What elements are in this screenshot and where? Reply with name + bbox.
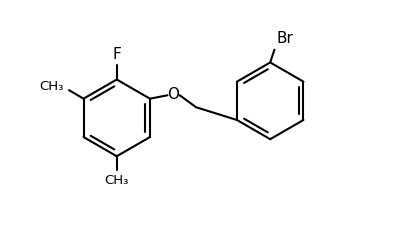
Text: CH₃: CH₃ [39, 80, 63, 93]
Text: Br: Br [277, 31, 293, 46]
Text: CH₃: CH₃ [105, 174, 129, 187]
Text: F: F [112, 47, 121, 62]
Text: O: O [167, 87, 179, 102]
